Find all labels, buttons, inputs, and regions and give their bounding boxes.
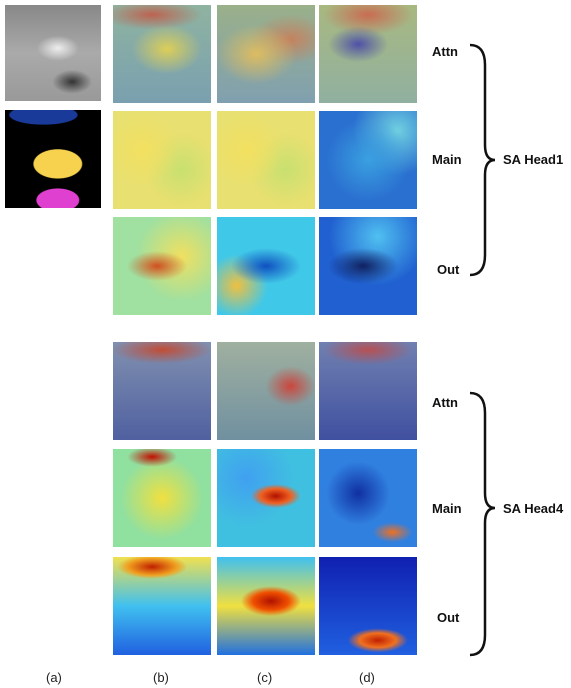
heatmap <box>319 217 417 315</box>
group-label: SA Head1 <box>503 152 564 167</box>
column-label: (c) <box>257 670 273 685</box>
brace <box>469 391 496 657</box>
row-label: Attn <box>432 44 458 59</box>
group-label: SA Head4 <box>503 501 564 516</box>
row-label: Attn <box>432 395 458 410</box>
heatmap <box>217 217 315 315</box>
heatmap <box>319 557 417 655</box>
column-label: (a) <box>46 670 62 685</box>
column-label: (b) <box>153 670 169 685</box>
heatmap <box>319 5 417 103</box>
input-image <box>5 5 101 101</box>
heatmap <box>217 111 315 209</box>
heatmap <box>113 5 211 103</box>
row-label: Out <box>437 610 460 625</box>
row-label: Main <box>432 501 462 516</box>
heatmap <box>113 342 211 440</box>
heatmap <box>113 111 211 209</box>
row-label: Main <box>432 152 462 167</box>
heatmap <box>217 342 315 440</box>
row-label: Out <box>437 262 460 277</box>
heatmap <box>217 449 315 547</box>
column-label: (d) <box>359 670 375 685</box>
heatmap <box>113 557 211 655</box>
heatmap <box>113 217 211 315</box>
heatmap <box>319 111 417 209</box>
brace <box>469 43 496 277</box>
heatmap <box>217 5 315 103</box>
heatmap <box>319 342 417 440</box>
heatmap <box>113 449 211 547</box>
heatmap <box>217 557 315 655</box>
segmentation <box>5 110 101 208</box>
heatmap <box>319 449 417 547</box>
